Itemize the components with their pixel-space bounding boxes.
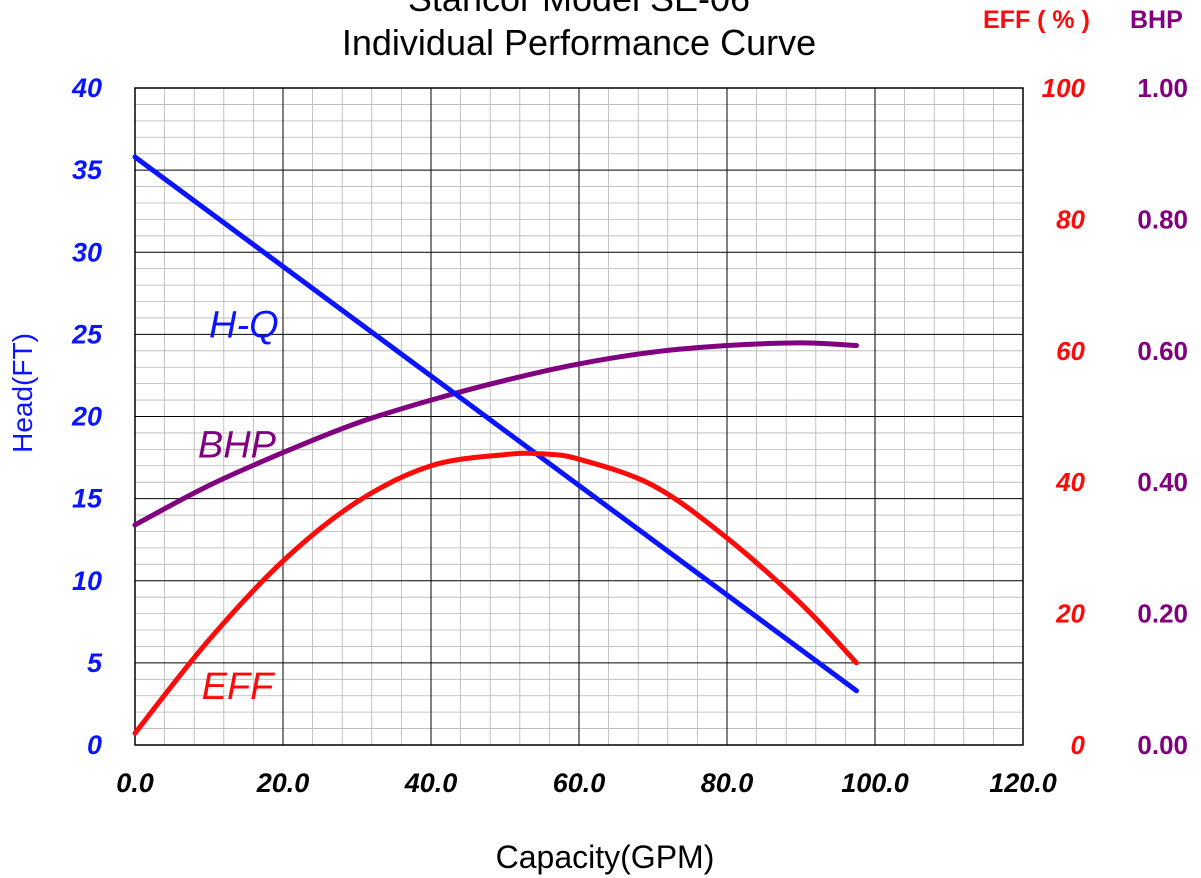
eff-tick-label: 20 (1055, 599, 1085, 629)
bhp-tick-label: 0.80 (1137, 204, 1188, 234)
eff-axis-header: EFF ( % ) (983, 6, 1090, 34)
head-tick-label: 10 (72, 566, 102, 596)
y-axis-label: Head(FT) (7, 333, 38, 453)
eff-tick-label: 100 (1042, 73, 1086, 103)
bhp-tick-label: 0.00 (1137, 730, 1188, 760)
eff-tick-label: 60 (1056, 336, 1085, 366)
x-tick-label: 60.0 (553, 768, 606, 798)
eff-tick-label: 80 (1056, 204, 1085, 234)
bhp-tick-label: 0.60 (1137, 336, 1188, 366)
head-tick-label: 0 (87, 730, 102, 760)
eff-tick-label: 40 (1055, 467, 1085, 497)
x-tick-label: 80.0 (701, 768, 754, 798)
bhp-curve (132, 340, 859, 528)
eff-tick-labels: 0 20 40 60 80 100 (1042, 73, 1086, 760)
bhp-tick-label: 0.20 (1137, 599, 1188, 629)
hq-curve (132, 154, 859, 694)
x-tick-label: 120.0 (989, 768, 1057, 798)
x-tick-labels: 0.0 20.0 40.0 60.0 80.0 100.0 120.0 (116, 768, 1057, 798)
head-tick-label: 40 (71, 73, 102, 103)
series-layer (132, 154, 859, 736)
bhp-tick-label: 0.40 (1137, 467, 1188, 497)
head-tick-label: 30 (72, 237, 102, 267)
bhp-axis-header: BHP (1130, 6, 1183, 34)
head-tick-label: 35 (72, 155, 103, 185)
chart-title: Stancor Model SE-06 (135, 0, 1023, 20)
chart-subtitle: Individual Performance Curve (341, 22, 817, 63)
curve-label-eff: EFF (202, 666, 276, 708)
curve-labels: H-Q BHP EFF (198, 305, 279, 708)
head-tick-labels: 0 5 10 15 20 25 30 35 40 (71, 73, 103, 760)
eff-curve (132, 450, 859, 736)
eff-tick-label: 0 (1071, 730, 1086, 760)
x-tick-label: 40.0 (404, 768, 458, 798)
curve-label-hq: H-Q (209, 305, 279, 347)
head-tick-label: 20 (71, 402, 102, 432)
plot-frame (134, 87, 1024, 746)
x-tick-label: 0.0 (116, 768, 154, 798)
bhp-tick-label: 1.00 (1137, 73, 1188, 103)
curve-label-bhp: BHP (198, 425, 277, 467)
bhp-tick-labels: 0.00 0.20 0.40 0.60 0.80 1.00 (1137, 73, 1188, 760)
x-axis-label: Capacity(GPM) (496, 839, 715, 875)
head-tick-label: 15 (72, 484, 103, 514)
x-tick-label: 100.0 (841, 768, 909, 798)
head-tick-label: 25 (71, 319, 103, 349)
x-tick-label: 20.0 (256, 768, 310, 798)
head-tick-label: 5 (87, 648, 103, 678)
